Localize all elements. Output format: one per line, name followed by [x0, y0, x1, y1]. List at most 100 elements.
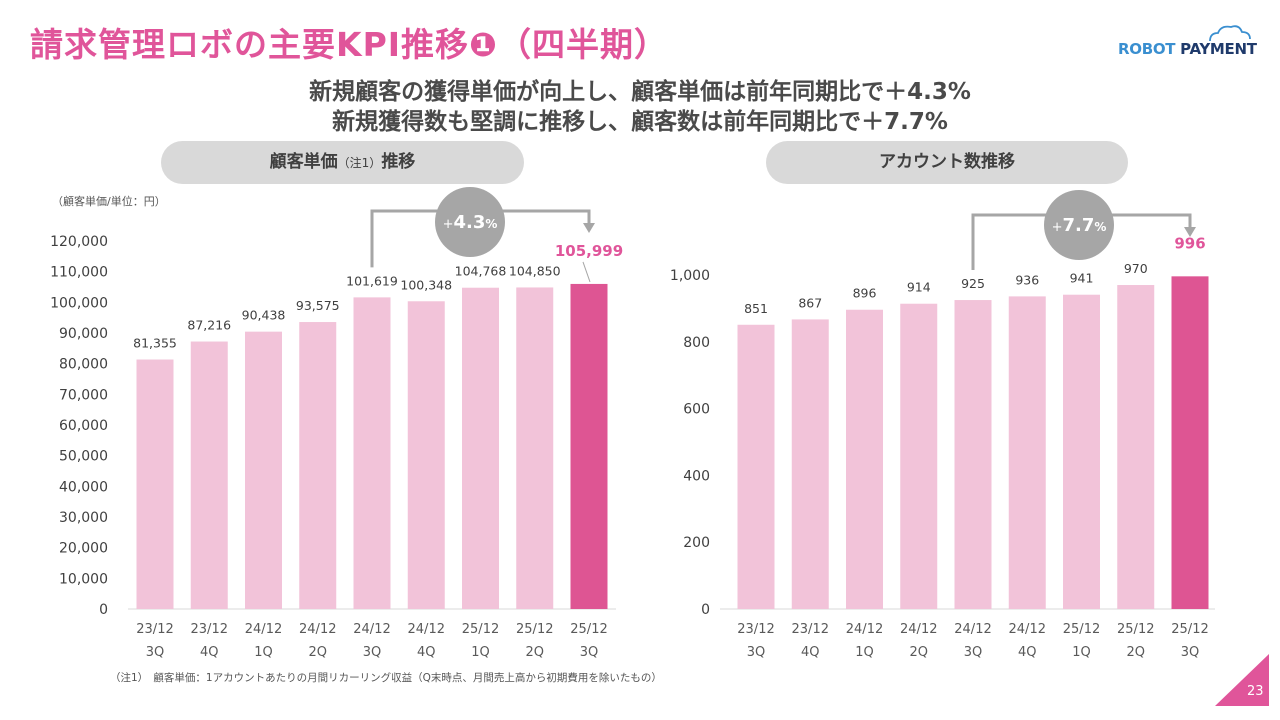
- right-bar-value-label: 936: [1015, 272, 1039, 287]
- left-x-quarter-label: 4Q: [200, 645, 219, 660]
- left-ytick-label: 80,000: [59, 357, 108, 373]
- left-x-category-label: 24/12: [353, 622, 390, 637]
- right-x-quarter-label: 2Q: [1126, 645, 1145, 660]
- right-x-quarter-label: 1Q: [855, 645, 874, 660]
- left-growth-badge: [435, 187, 505, 257]
- right-bar-value-label: 914: [907, 280, 931, 295]
- right-x-quarter-label: 2Q: [909, 645, 928, 660]
- company-logo: ROBOT PAYMENT: [1118, 24, 1258, 64]
- right-ytick-label: 200: [683, 535, 710, 551]
- left-x-category-label: 25/12: [570, 622, 607, 637]
- left-ytick-label: 50,000: [59, 449, 108, 465]
- left-bar-value-label: 81,355: [133, 336, 177, 351]
- left-ytick-label: 10,000: [59, 571, 108, 587]
- right-ytick-label: 1,000: [670, 268, 710, 284]
- left-bar-value-label: 100,348: [400, 277, 452, 292]
- page-title: 請求管理ロボの主要KPI推移❶（四半期）: [30, 25, 668, 64]
- left-ytick-label: 110,000: [50, 265, 108, 281]
- right-bar-value-label: 996: [1174, 234, 1205, 252]
- logo-text-payment: PAYMENT: [1175, 40, 1257, 58]
- left-ytick-label: 90,000: [59, 326, 108, 342]
- right-bar: [1008, 296, 1046, 609]
- left-x-quarter-label: 3Q: [580, 645, 599, 660]
- right-bar: [737, 324, 775, 609]
- right-x-category-label: 25/12: [1117, 622, 1154, 637]
- left-heading-main: 顧客単価: [269, 152, 338, 172]
- right-x-category-label: 24/12: [954, 622, 991, 637]
- left-x-category-label: 25/12: [516, 622, 553, 637]
- left-bar: [516, 287, 554, 609]
- left-x-quarter-label: 2Q: [525, 645, 544, 660]
- left-x-category-label: 24/12: [299, 622, 336, 637]
- right-ytick-label: 600: [683, 402, 710, 418]
- left-bar-value-label: 101,619: [346, 273, 398, 288]
- left-chart-heading: 顧客単価（注1）推移: [161, 141, 524, 184]
- left-label-leader-line: [582, 261, 591, 283]
- left-x-quarter-label: 3Q: [146, 645, 165, 660]
- left-x-quarter-label: 4Q: [417, 645, 436, 660]
- left-x-category-label: 23/12: [136, 622, 173, 637]
- left-bar-value-label: 104,850: [509, 263, 561, 278]
- left-bar: [353, 297, 391, 609]
- left-x-category-label: 23/12: [191, 622, 228, 637]
- left-heading-suffix: 推移: [381, 152, 416, 172]
- right-ytick-label: 800: [683, 335, 710, 351]
- right-heading-text: アカウント数推移: [879, 152, 1015, 172]
- left-growth-badge-label: +4.3%: [443, 212, 498, 233]
- left-bar: [407, 301, 445, 609]
- left-ytick-label: 120,000: [50, 234, 108, 250]
- left-x-quarter-label: 2Q: [308, 645, 327, 660]
- subtitle-line-1: 新規顧客の獲得単価が向上し、顧客単価は前年同期比で＋4.3%: [309, 79, 971, 105]
- footnote: （注1） 顧客単価：1アカウントあたりの月間リカーリング収益（Q末時点、月間売上…: [110, 672, 662, 684]
- right-bar-value-label: 970: [1124, 261, 1148, 276]
- right-x-quarter-label: 4Q: [1018, 645, 1037, 660]
- logo-text: ROBOT PAYMENT: [1118, 40, 1257, 58]
- cloud-icon: [1209, 25, 1251, 42]
- left-bar: [136, 359, 174, 609]
- left-ytick-label: 100,000: [50, 295, 108, 311]
- right-x-category-label: 24/12: [846, 622, 883, 637]
- logo-text-robot: ROBOT: [1118, 40, 1176, 58]
- left-x-category-label: 24/12: [245, 622, 282, 637]
- right-x-category-label: 25/12: [1171, 622, 1208, 637]
- left-unit-label: （顧客単価/単位：円）: [52, 195, 166, 208]
- right-chart-heading: アカウント数推移: [766, 141, 1128, 184]
- right-x-category-label: 25/12: [1063, 622, 1100, 637]
- right-x-category-label: 23/12: [737, 622, 774, 637]
- page-number: 23: [1247, 684, 1264, 699]
- left-ytick-label: 30,000: [59, 510, 108, 526]
- left-ytick-label: 40,000: [59, 479, 108, 495]
- right-bar: [954, 300, 992, 609]
- left-arrow-down-icon: [583, 223, 595, 233]
- right-x-quarter-label: 3Q: [747, 645, 766, 660]
- left-bar: [570, 283, 608, 609]
- right-bar: [791, 319, 829, 609]
- left-bar: [462, 287, 499, 609]
- left-bar: [190, 341, 228, 609]
- left-ytick-label: 0: [99, 602, 108, 618]
- left-x-category-label: 24/12: [408, 622, 445, 637]
- right-bar: [1171, 276, 1209, 609]
- left-ytick-label: 20,000: [59, 541, 108, 557]
- page-corner-triangle: [1215, 654, 1269, 706]
- left-bar: [299, 322, 337, 609]
- left-ytick-label: 70,000: [59, 387, 108, 403]
- right-bar-value-label: 851: [744, 301, 768, 316]
- right-bar-value-label: 867: [798, 295, 822, 310]
- left-bar-value-label: 105,999: [555, 242, 623, 260]
- right-bar: [846, 309, 883, 609]
- left-heading-note: （注1）: [337, 156, 382, 170]
- right-bar-value-label: 941: [1070, 271, 1094, 286]
- right-ytick-label: 0: [701, 602, 710, 618]
- right-x-category-label: 24/12: [900, 622, 937, 637]
- right-ytick-label: 400: [683, 468, 710, 484]
- left-bar-value-label: 87,216: [187, 318, 231, 333]
- left-bar: [245, 331, 282, 609]
- left-x-quarter-label: 1Q: [254, 645, 273, 660]
- right-bar: [900, 303, 938, 609]
- left-x-quarter-label: 1Q: [471, 645, 490, 660]
- right-x-category-label: 24/12: [1009, 622, 1046, 637]
- right-x-quarter-label: 4Q: [801, 645, 820, 660]
- right-x-quarter-label: 3Q: [964, 645, 983, 660]
